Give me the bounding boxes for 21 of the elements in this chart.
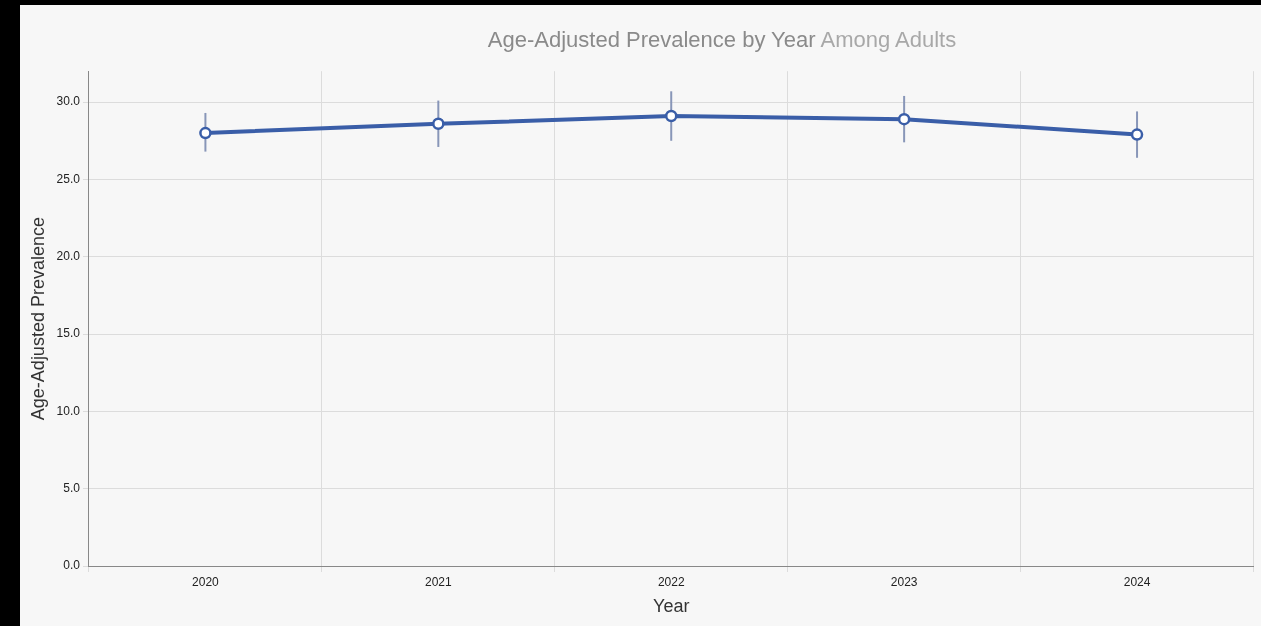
x-tick-label: 2020 <box>192 574 220 589</box>
y-tick-label: 15.0 <box>56 326 81 341</box>
chart-title: Age-Adjusted Prevalence by Year <box>487 27 816 52</box>
chart-subtitle: Among Adults <box>820 27 957 52</box>
x-tick-label: 2023 <box>890 574 918 589</box>
y-tick-label: 25.0 <box>56 171 81 186</box>
x-tick-label: 2021 <box>424 574 452 589</box>
x-tick-label: 2024 <box>1123 574 1151 589</box>
y-tick-label: 5.0 <box>63 481 81 495</box>
y-tick-label: 20.0 <box>56 249 81 264</box>
x-axis-title: Year <box>653 596 690 617</box>
point <box>199 126 212 140</box>
y-tick-label: 30.0 <box>56 94 81 109</box>
y-axis-title: Age-Adjusted Prevalence <box>27 217 48 421</box>
x-tick-label: 2022 <box>657 574 685 589</box>
point <box>432 117 445 131</box>
point <box>664 109 678 123</box>
y-tick-label: 0.0 <box>63 558 81 573</box>
point <box>897 112 911 126</box>
y-tick-label: 10.0 <box>56 403 81 418</box>
point <box>1130 128 1144 141</box>
